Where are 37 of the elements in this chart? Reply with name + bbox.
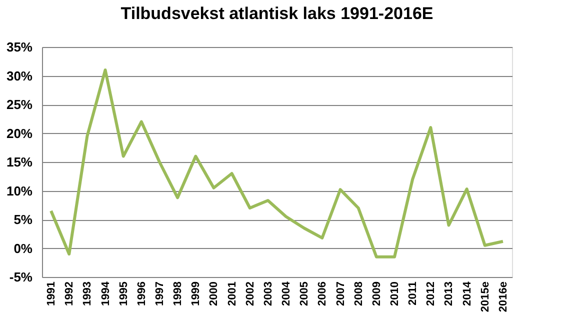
x-tick-label: 2005 <box>298 282 311 306</box>
x-tick-label: 2013 <box>443 282 456 306</box>
x-tick-label: 2012 <box>425 282 438 306</box>
x-tick-label: 1998 <box>172 282 184 306</box>
y-tick-label: 0% <box>14 240 33 256</box>
x-tick-label: 2004 <box>280 280 293 306</box>
x-tick-label: 1994 <box>100 280 112 306</box>
x-tick-label: 2015e <box>479 282 492 312</box>
x-tick-label: 1995 <box>118 282 130 306</box>
x-tick-label: 2010 <box>389 282 401 306</box>
x-tick-label: 2016e <box>497 282 510 312</box>
x-tick-label: 1993 <box>82 282 94 306</box>
y-tick-label: 20% <box>6 126 33 141</box>
x-tick-label: 2001 <box>226 282 238 306</box>
x-tick-label: 2009 <box>370 282 383 306</box>
x-tick-label: 1997 <box>154 282 166 306</box>
x-tick-label: 2008 <box>352 282 365 306</box>
y-tick-label: 25% <box>6 97 33 112</box>
y-tick-label: 5% <box>14 212 33 227</box>
y-tick-label: -5% <box>9 270 33 284</box>
chart-title: Tilbudsvekst atlantisk laks 1991-2016E <box>120 4 434 23</box>
x-tick-label: 2002 <box>244 282 256 306</box>
x-tick-label: 1999 <box>190 282 202 306</box>
line-series <box>50 68 504 258</box>
x-tick-label: 1991 <box>46 282 58 306</box>
y-tick-label: 35% <box>6 40 33 54</box>
x-tick-label: 2011 <box>407 282 420 306</box>
x-tick-label: 1992 <box>64 282 76 306</box>
x-tick-label: 2003 <box>262 282 274 306</box>
x-tick-label: 2007 <box>334 282 347 306</box>
y-tick-label: 30% <box>6 68 33 84</box>
y-tick-label: 10% <box>6 183 33 198</box>
y-tick-label: 15% <box>6 154 33 170</box>
x-tick-label: 2000 <box>208 282 220 306</box>
x-tick-label: 1996 <box>136 282 148 306</box>
x-tick-label: 2006 <box>316 282 329 306</box>
x-tick-label: 2014 <box>461 280 474 306</box>
